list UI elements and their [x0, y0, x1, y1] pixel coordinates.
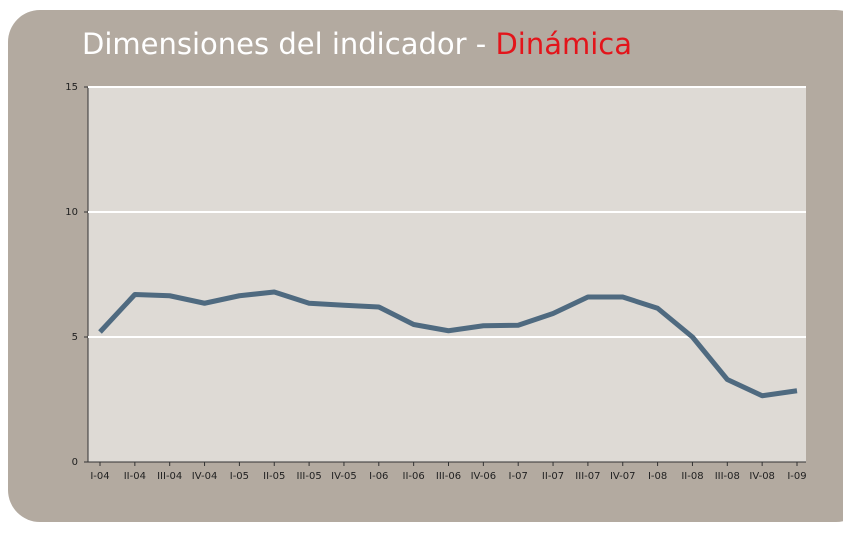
y-tick-label: 10 — [65, 207, 78, 218]
x-tick-label: III-05 — [297, 471, 322, 482]
x-tick-label: IV-06 — [471, 471, 497, 482]
x-tick-label: III-06 — [436, 471, 461, 482]
series-line — [98, 289, 798, 399]
plot-area — [88, 87, 806, 462]
x-tick-label: IV-07 — [610, 471, 636, 482]
y-tick-label: 15 — [65, 82, 78, 93]
x-tick-label: III-07 — [575, 471, 600, 482]
title-highlight: Dinámica — [495, 27, 632, 61]
x-tick-label: II-06 — [403, 471, 425, 482]
x-tick-label: II-08 — [681, 471, 703, 482]
x-tick-label: I-05 — [230, 471, 249, 482]
x-tick-label: I-08 — [648, 471, 667, 482]
x-tick-label: I-07 — [509, 471, 528, 482]
x-tick-label: I-09 — [787, 471, 806, 482]
x-tick-label: II-05 — [263, 471, 285, 482]
x-tick-label: IV-08 — [749, 471, 775, 482]
x-tick-label: I-04 — [90, 471, 109, 482]
x-tick-label: II-04 — [124, 471, 146, 482]
y-tick-label: 0 — [72, 457, 78, 468]
x-tick-label: III-08 — [715, 471, 740, 482]
x-tick-label: II-07 — [542, 471, 564, 482]
x-tick-label: IV-04 — [192, 471, 218, 482]
chart-title: Dimensiones del indicador - Dinámica — [82, 27, 632, 61]
x-tick-label: III-04 — [157, 471, 182, 482]
y-tick-label: 5 — [72, 332, 78, 343]
x-tick-label: IV-05 — [331, 471, 357, 482]
title-main: Dimensiones del indicador - — [82, 27, 495, 61]
x-tick-label: I-06 — [369, 471, 388, 482]
